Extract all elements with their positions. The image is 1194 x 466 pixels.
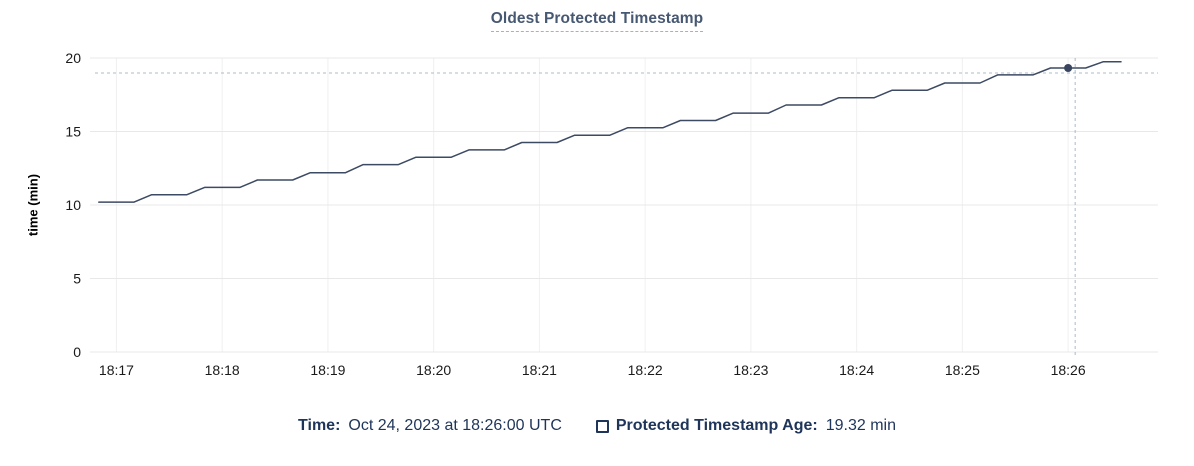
x-tick-label: 18:21 [522, 362, 557, 378]
legend-time-value: Oct 24, 2023 at 18:26:00 UTC [348, 417, 562, 434]
legend-time-label: Time: [298, 417, 341, 434]
legend-series-label: Protected Timestamp Age: [615, 417, 818, 434]
series-line [98, 60, 1122, 203]
y-tick-label: 20 [65, 50, 81, 66]
x-tick-label: 18:23 [733, 362, 768, 378]
legend-time: Time: Oct 24, 2023 at 18:26:00 UTC [298, 417, 562, 435]
legend-series-toggle[interactable]: Protected Timestamp Age: 19.32 min [595, 417, 896, 435]
x-tick-label: 18:25 [945, 362, 980, 378]
x-tick-label: 18:24 [839, 362, 874, 378]
chart-title[interactable]: Oldest Protected Timestamp [490, 10, 704, 32]
x-tick-label: 18:18 [205, 362, 240, 378]
series-checkbox-icon[interactable] [595, 419, 609, 433]
line-chart[interactable]: 18:17 18:18 18:19 18:20 18:21 18:22 18:23 18:24… [0, 0, 1194, 400]
chart-title-row: Oldest Protected Timestamp [0, 10, 1194, 32]
legend-series-value: 19.32 min [825, 417, 896, 434]
hovered-point[interactable] [1064, 63, 1073, 72]
x-tick-label: 18:20 [416, 362, 451, 378]
x-tick-label: 18:26 [1051, 362, 1086, 378]
y-tick-label: 10 [65, 197, 81, 213]
x-tick-label: 18:17 [99, 362, 134, 378]
x-tick-label: 18:19 [310, 362, 345, 378]
x-tick-label: 18:22 [628, 362, 663, 378]
y-tick-label: 0 [73, 344, 81, 360]
y-tick-label: 15 [65, 124, 81, 140]
y-tick-label: 5 [73, 271, 81, 287]
chart-legend: Time: Oct 24, 2023 at 18:26:00 UTC Prote… [0, 417, 1194, 435]
